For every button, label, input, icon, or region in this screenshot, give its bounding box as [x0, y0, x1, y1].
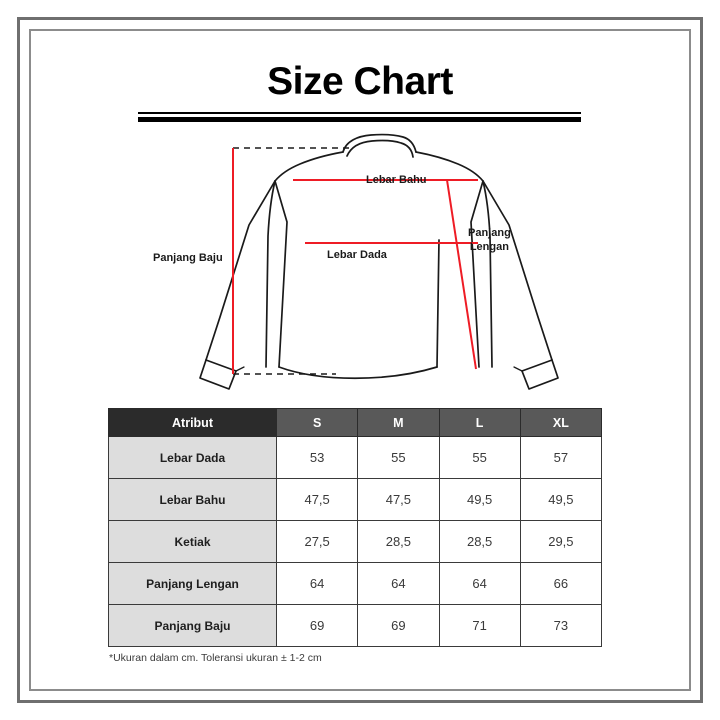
cell-lebar-dada-m: 55 [357, 436, 440, 479]
table-row: Panjang Lengan 64 64 64 66 [108, 562, 603, 605]
cell-ketiak-l: 28,5 [438, 520, 521, 563]
label-lebar-dada: Lebar Dada [327, 249, 387, 261]
cell-panjang-baju-l: 71 [438, 604, 521, 647]
size-table-head: Atribut S M L XL [108, 408, 603, 437]
label-lebar-bahu: Lebar Bahu [366, 174, 427, 186]
garment-diagram [140, 132, 590, 394]
cell-ketiak-m: 28,5 [357, 520, 440, 563]
cell-lebar-dada-xl: 57 [519, 436, 603, 479]
table-row: Lebar Dada 53 55 55 57 [108, 436, 603, 479]
row-label-lebar-bahu: Lebar Bahu [108, 478, 277, 521]
column-header-m: M [357, 408, 440, 437]
column-header-s: S [275, 408, 359, 437]
row-label-panjang-baju: Panjang Baju [108, 604, 277, 647]
row-label-ketiak: Ketiak [108, 520, 277, 563]
size-table: Atribut S M L XL Lebar Dada 53 55 55 57 … [108, 408, 603, 647]
cell-panjang-baju-m: 69 [357, 604, 440, 647]
cell-lebar-bahu-m: 47,5 [357, 478, 440, 521]
label-panjang-baju: Panjang Baju [153, 252, 223, 264]
column-header-attribute: Atribut [108, 408, 277, 437]
table-row: Lebar Bahu 47,5 47,5 49,5 49,5 [108, 478, 603, 521]
page-title: Size Chart [267, 60, 453, 103]
cell-panjang-baju-xl: 73 [519, 604, 603, 647]
label-panjang-lengan-line1: Panjang [468, 227, 511, 239]
label-panjang-lengan: Panjang Lengan [468, 226, 511, 254]
table-row: Panjang Baju 69 69 71 73 [108, 604, 603, 647]
row-label-lebar-dada: Lebar Dada [108, 436, 277, 479]
title-rule-thin [138, 112, 581, 114]
size-table-body: Lebar Dada 53 55 55 57 Lebar Bahu 47,5 4… [108, 436, 603, 647]
cell-lebar-bahu-xl: 49,5 [519, 478, 603, 521]
measurement-footnote: *Ukuran dalam cm. Toleransi ukuran ± 1-2… [109, 652, 322, 664]
cell-panjang-baju-s: 69 [275, 604, 359, 647]
cell-lebar-dada-s: 53 [275, 436, 359, 479]
table-row: Ketiak 27,5 28,5 28,5 29,5 [108, 520, 603, 563]
cell-panjang-lengan-s: 64 [275, 562, 359, 605]
cell-panjang-lengan-l: 64 [438, 562, 521, 605]
column-header-l: L [438, 408, 521, 437]
row-label-panjang-lengan: Panjang Lengan [108, 562, 277, 605]
cell-lebar-bahu-l: 49,5 [438, 478, 521, 521]
cell-lebar-bahu-s: 47,5 [275, 478, 359, 521]
cell-ketiak-s: 27,5 [275, 520, 359, 563]
cell-panjang-lengan-m: 64 [357, 562, 440, 605]
table-header-row: Atribut S M L XL [108, 408, 603, 437]
measure-line-sleeve [446, 179, 477, 370]
title-rule-thick [138, 117, 581, 122]
cell-lebar-dada-l: 55 [438, 436, 521, 479]
column-header-xl: XL [519, 408, 603, 437]
label-panjang-lengan-line2: Lengan [469, 241, 509, 253]
cell-ketiak-xl: 29,5 [519, 520, 603, 563]
cell-panjang-lengan-xl: 66 [519, 562, 603, 605]
